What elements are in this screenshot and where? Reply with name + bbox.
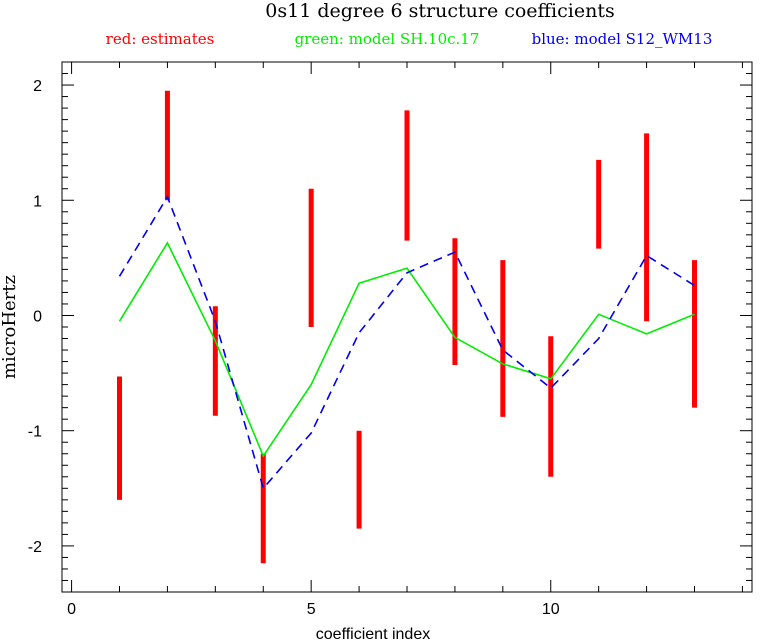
- y-tick-label: 1: [33, 193, 42, 210]
- series-line-sh10c17: [118, 241, 695, 458]
- y-tick-label: -2: [28, 539, 42, 556]
- y-axis-label: microHertz: [0, 275, 20, 379]
- axis-ticks: 0 5 10 -2 -1 0 1 2: [28, 62, 752, 618]
- y-tick-label: 0: [33, 308, 42, 325]
- y-tick-label: 2: [33, 78, 42, 95]
- legend-entry-blue: blue: model S12_WM13: [532, 30, 713, 48]
- x-tick-label: 10: [542, 601, 560, 618]
- x-axis-label: coefficient index: [316, 626, 430, 641]
- x-tick-label: 0: [67, 601, 76, 618]
- chart-title: 0s11 degree 6 structure coefficients: [265, 0, 614, 22]
- plot-marks: [117, 90, 697, 564]
- legend-entry-green: green: model SH.10c.17: [295, 30, 480, 48]
- legend: red: estimates green: model SH.10c.17 bl…: [106, 30, 713, 48]
- y-tick-label: -1: [28, 424, 42, 441]
- series-line-s12-wm13: [118, 194, 695, 490]
- legend-entry-red: red: estimates: [106, 30, 215, 48]
- x-tick-label: 5: [307, 601, 316, 618]
